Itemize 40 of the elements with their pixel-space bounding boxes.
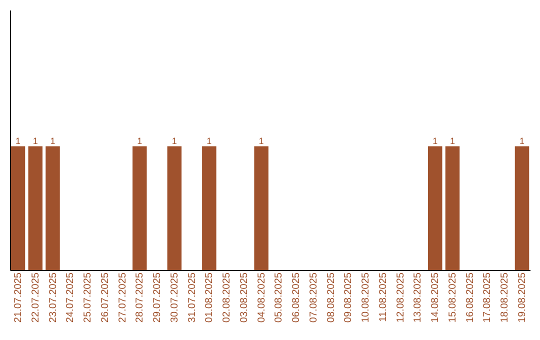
x-tick-label: 28.07.2025: [134, 272, 146, 323]
x-tick-label: 21.07.2025: [12, 272, 24, 323]
x-tick-label: 14.08.2025: [430, 272, 442, 323]
x-tick-label: 23.07.2025: [48, 272, 59, 323]
x-tick-label: 01.08.2025: [204, 272, 216, 323]
data-label: 1: [450, 136, 455, 146]
x-tick-label: 12.08.2025: [395, 272, 406, 323]
x-tick-label: 19.08.2025: [517, 272, 528, 323]
x-tick-label: 24.07.2025: [65, 272, 76, 323]
x-tick-label: 06.08.2025: [291, 272, 302, 323]
data-label: 1: [137, 136, 142, 146]
x-tick-label: 31.07.2025: [186, 272, 198, 323]
x-tick-label: 25.07.2025: [82, 272, 94, 323]
data-label: 1: [206, 136, 212, 146]
x-tick-label: 05.08.2025: [274, 272, 285, 323]
x-tick-label: 16.08.2025: [464, 272, 476, 323]
x-tick-label: 03.08.2025: [238, 272, 250, 323]
data-label: 1: [258, 136, 264, 146]
x-tick-label: 27.07.2025: [117, 272, 128, 323]
x-tick-label: 29.07.2025: [152, 272, 164, 323]
data-label: 1: [50, 136, 56, 146]
x-tick-label: 09.08.2025: [343, 272, 354, 323]
x-tick-label: 02.08.2025: [222, 272, 233, 323]
data-label: 1: [15, 136, 20, 146]
data-label: 1: [432, 136, 438, 146]
x-tick-label: 04.08.2025: [256, 272, 268, 323]
x-tick-label: 22.07.2025: [30, 272, 42, 323]
x-tick-label: 18.08.2025: [500, 272, 511, 323]
x-tick-label: 26.07.2025: [100, 272, 111, 323]
x-tick-label: 08.08.2025: [326, 272, 337, 323]
x-tick-label: 17.08.2025: [482, 272, 494, 323]
x-tick-label: 10.08.2025: [360, 272, 372, 323]
x-tick-label: 30.07.2025: [169, 272, 180, 323]
x-tick-label: 15.08.2025: [447, 272, 458, 323]
x-tick-label: 11.08.2025: [378, 272, 389, 322]
data-label: 1: [32, 136, 38, 146]
data-label: 1: [172, 136, 177, 146]
x-tick-label: 13.08.2025: [412, 272, 424, 323]
data-label: 1: [520, 136, 525, 146]
x-tick-label: 07.08.2025: [308, 272, 320, 323]
